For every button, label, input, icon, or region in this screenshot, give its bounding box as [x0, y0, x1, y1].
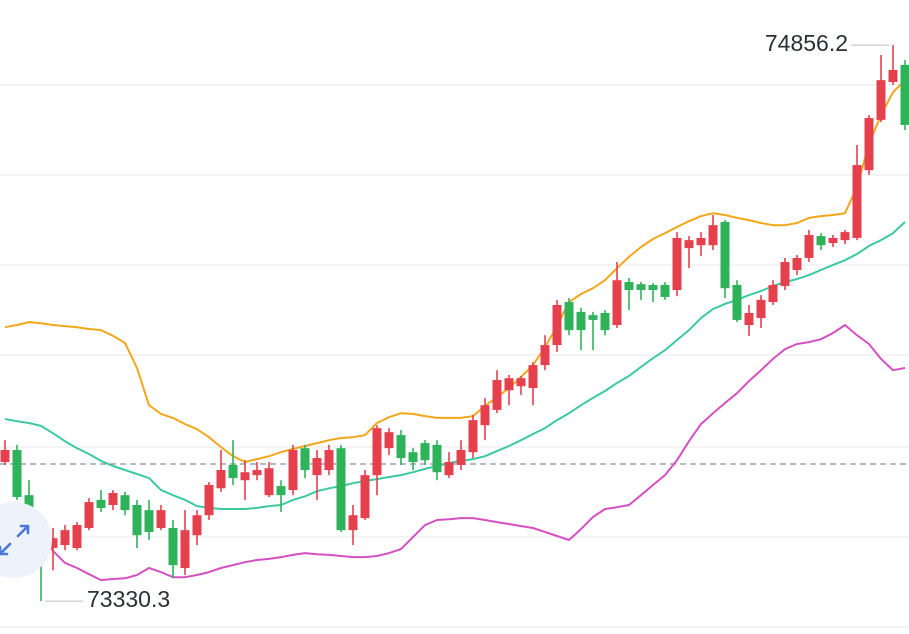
- bollinger-bands: [4, 79, 906, 582]
- candle-body: [420, 443, 430, 461]
- candle-body: [864, 118, 874, 171]
- candle-body: [384, 432, 394, 449]
- candle-body: [336, 448, 346, 531]
- candle-body: [480, 405, 490, 426]
- candle-body: [672, 237, 682, 291]
- candle-body: [732, 284, 742, 320]
- candle-body: [588, 315, 598, 320]
- candle-body: [768, 284, 778, 303]
- candle-body: [240, 472, 250, 481]
- candle-body: [552, 304, 562, 346]
- candle-body: [96, 499, 106, 508]
- candle-body: [744, 312, 754, 326]
- candle-body: [840, 232, 850, 241]
- candle-body: [72, 525, 82, 549]
- candle-body: [648, 284, 658, 291]
- candle-body: [48, 538, 58, 549]
- candle-body: [792, 257, 802, 270]
- candle-body: [564, 302, 574, 331]
- candle-body: [576, 311, 586, 331]
- candle-body: [828, 237, 838, 244]
- candle-body: [900, 64, 909, 125]
- candle-body: [696, 237, 706, 246]
- candle-body: [372, 428, 382, 476]
- candle-body: [540, 345, 550, 366]
- band-line: [4, 221, 906, 510]
- candle-body: [816, 236, 826, 246]
- candle-body: [216, 470, 226, 489]
- low-label: 73330.3: [87, 586, 170, 612]
- candle-body: [108, 492, 118, 506]
- candle-body: [252, 470, 262, 476]
- candle-body: [528, 365, 538, 389]
- candle-body: [0, 449, 10, 463]
- candle-body: [204, 484, 214, 516]
- candle-body: [324, 449, 334, 471]
- candle-body: [708, 225, 718, 246]
- candle-body: [780, 261, 790, 287]
- candle-body: [168, 527, 178, 566]
- candle-body: [360, 475, 370, 519]
- candle-body: [876, 80, 886, 120]
- candle-body: [720, 221, 730, 289]
- candle-body: [276, 486, 286, 496]
- candle-body: [192, 515, 202, 536]
- candle-body: [300, 448, 310, 471]
- candle-body: [888, 69, 898, 82]
- candle-body: [612, 280, 622, 326]
- candle-body: [408, 452, 418, 463]
- candle-body: [348, 515, 358, 531]
- candle-body: [264, 468, 274, 496]
- high-label: 74856.2: [765, 30, 848, 56]
- band-line: [4, 79, 906, 463]
- candle-body: [432, 444, 442, 473]
- candle-body: [504, 378, 514, 391]
- candle-body: [516, 378, 526, 387]
- candle-body: [120, 495, 130, 511]
- candle-body: [228, 464, 238, 479]
- candle-body: [288, 449, 298, 491]
- candle-body: [156, 510, 166, 528]
- candle-body: [12, 449, 22, 497]
- candle-body: [144, 510, 154, 532]
- band-line: [4, 324, 906, 582]
- candle-body: [624, 282, 634, 291]
- candle-body: [852, 165, 862, 238]
- candle-body: [468, 420, 478, 453]
- expand-button-bg[interactable]: [0, 502, 52, 578]
- background-grid: [0, 84, 909, 628]
- expand-icon[interactable]: [0, 524, 30, 556]
- candle-body: [684, 240, 694, 249]
- candle-body: [84, 502, 94, 528]
- candle-body: [456, 449, 466, 465]
- candle-body: [444, 462, 454, 476]
- candle-body: [60, 530, 70, 546]
- candle-body: [804, 235, 814, 258]
- candle-body: [492, 380, 502, 410]
- candle-body: [180, 530, 190, 569]
- candle-body: [132, 505, 142, 536]
- candles: [0, 45, 909, 602]
- candle-body: [600, 312, 610, 331]
- candle-body: [636, 284, 646, 291]
- candle-body: [660, 284, 670, 297]
- annotations: 74856.2 73330.3: [45, 30, 889, 612]
- candle-body: [312, 458, 322, 476]
- candle-body: [396, 435, 406, 459]
- expand-button[interactable]: [0, 502, 52, 578]
- candle-body: [756, 299, 766, 319]
